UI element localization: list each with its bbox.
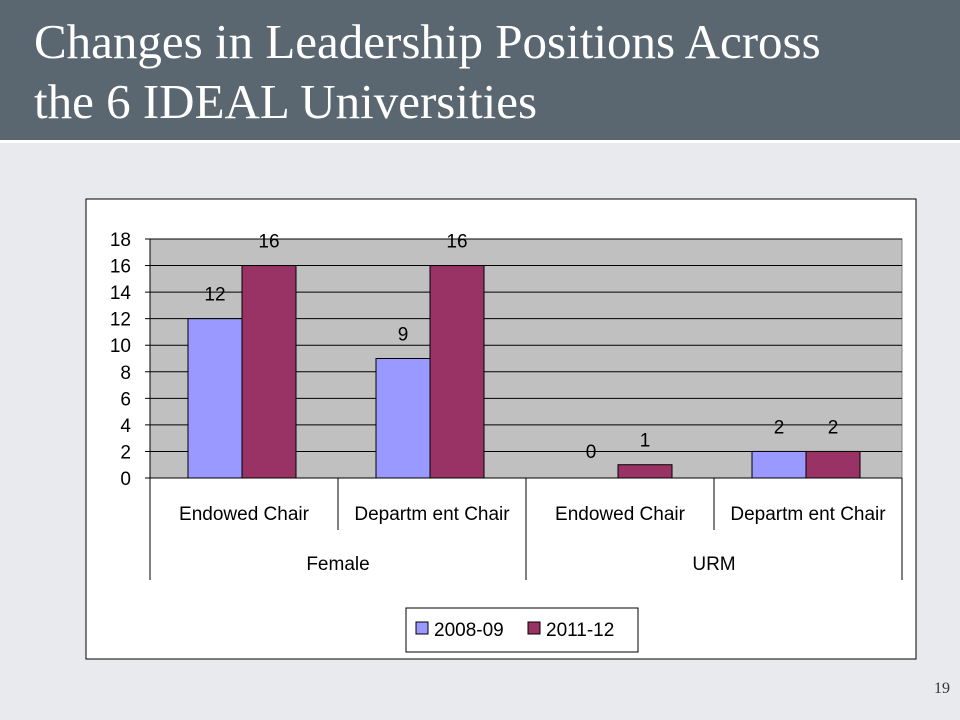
slide-title-line-1: Changes in Leadership Positions Across [34,14,821,69]
legend: 2008-09 2011-12 [405,607,639,653]
group-label: Female [306,554,369,575]
legend-swatch [527,621,541,635]
y-tick-label: 6 [120,389,131,410]
slide-title-line-2: the 6 IDEAL Universities [34,74,538,129]
category-label: Departm ent Chair [730,504,886,525]
y-tick-label: 14 [110,283,132,304]
category-label: Departm ent Chair [354,504,510,525]
y-tick-label: 16 [110,257,131,278]
legend-label: 2011-12 [546,620,614,641]
group-label: URM [692,554,735,575]
data-label: 2 [828,417,839,438]
bar [241,265,297,479]
bar [375,358,431,479]
y-tick-label: 0 [120,469,131,490]
bar [617,464,673,479]
data-label: 16 [446,232,467,253]
data-label: 16 [258,232,279,253]
legend-label: 2008-09 [434,620,504,641]
y-tick-label: 10 [110,336,131,357]
title-bar [0,0,960,140]
y-tick-label: 4 [120,416,131,437]
category-label: Endowed Chair [555,504,686,525]
data-label: 0 [586,442,597,463]
category-label: Endowed Chair [179,504,310,525]
y-tick-label: 12 [110,310,131,331]
title-divider [0,140,960,143]
bar [751,450,807,479]
legend-swatch [415,621,429,635]
data-label: 9 [398,325,409,346]
legend-box [405,607,639,653]
data-label: 12 [204,285,225,306]
y-tick-label: 18 [110,230,131,251]
bar [187,318,243,479]
bar [429,265,485,479]
bar [805,450,861,479]
y-tick-label: 8 [120,363,131,384]
slide-title: Changes in Leadership Positions Across t… [34,12,934,132]
data-label: 2 [774,417,785,438]
bars [187,265,861,479]
y-tick-label: 2 [120,442,131,463]
page-number: 19 [934,680,950,697]
data-label: 1 [640,431,651,452]
